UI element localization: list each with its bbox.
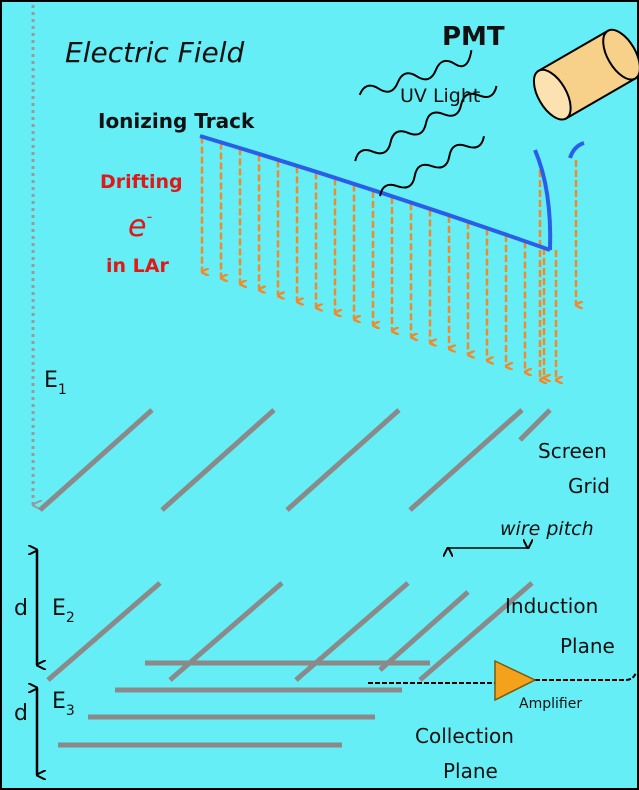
screen-wire	[285, 408, 401, 512]
label: Drifting	[100, 171, 183, 193]
label: E2	[52, 596, 75, 626]
ionizing-track	[199, 134, 551, 252]
label: Collection	[415, 724, 514, 748]
label: UV Light	[400, 85, 480, 107]
pmt	[532, 28, 639, 121]
label: Screen	[538, 439, 607, 463]
induction-wire	[378, 590, 470, 672]
track-branch	[568, 141, 585, 159]
label: Induction	[505, 594, 598, 618]
label: in LAr	[106, 255, 169, 277]
label: Grid	[568, 474, 610, 498]
label: e-	[128, 207, 152, 244]
label: Electric Field	[65, 36, 245, 69]
uv-wave	[354, 85, 498, 162]
screen-wire	[408, 408, 524, 512]
amplifier-symbol	[494, 659, 537, 702]
label: wire pitch	[500, 518, 594, 540]
screen-wire	[38, 408, 154, 512]
label: Plane	[443, 759, 498, 783]
label: d	[14, 701, 28, 726]
uv-wave	[379, 135, 485, 197]
label: Ionizing Track	[98, 109, 255, 133]
induction-wire	[46, 581, 162, 682]
screen-wire	[160, 408, 276, 512]
label: d	[14, 596, 28, 621]
label: E3	[52, 689, 75, 719]
uv-wave	[358, 50, 473, 96]
drift-arrows	[200, 136, 576, 380]
track-branch	[533, 149, 553, 251]
label: E1	[44, 368, 67, 398]
induction-wire	[418, 581, 534, 682]
label: Amplifier	[519, 696, 582, 712]
screen-wire	[518, 408, 552, 442]
label: Plane	[560, 634, 615, 658]
wire-planes	[38, 408, 552, 748]
label: PMT	[442, 22, 505, 52]
